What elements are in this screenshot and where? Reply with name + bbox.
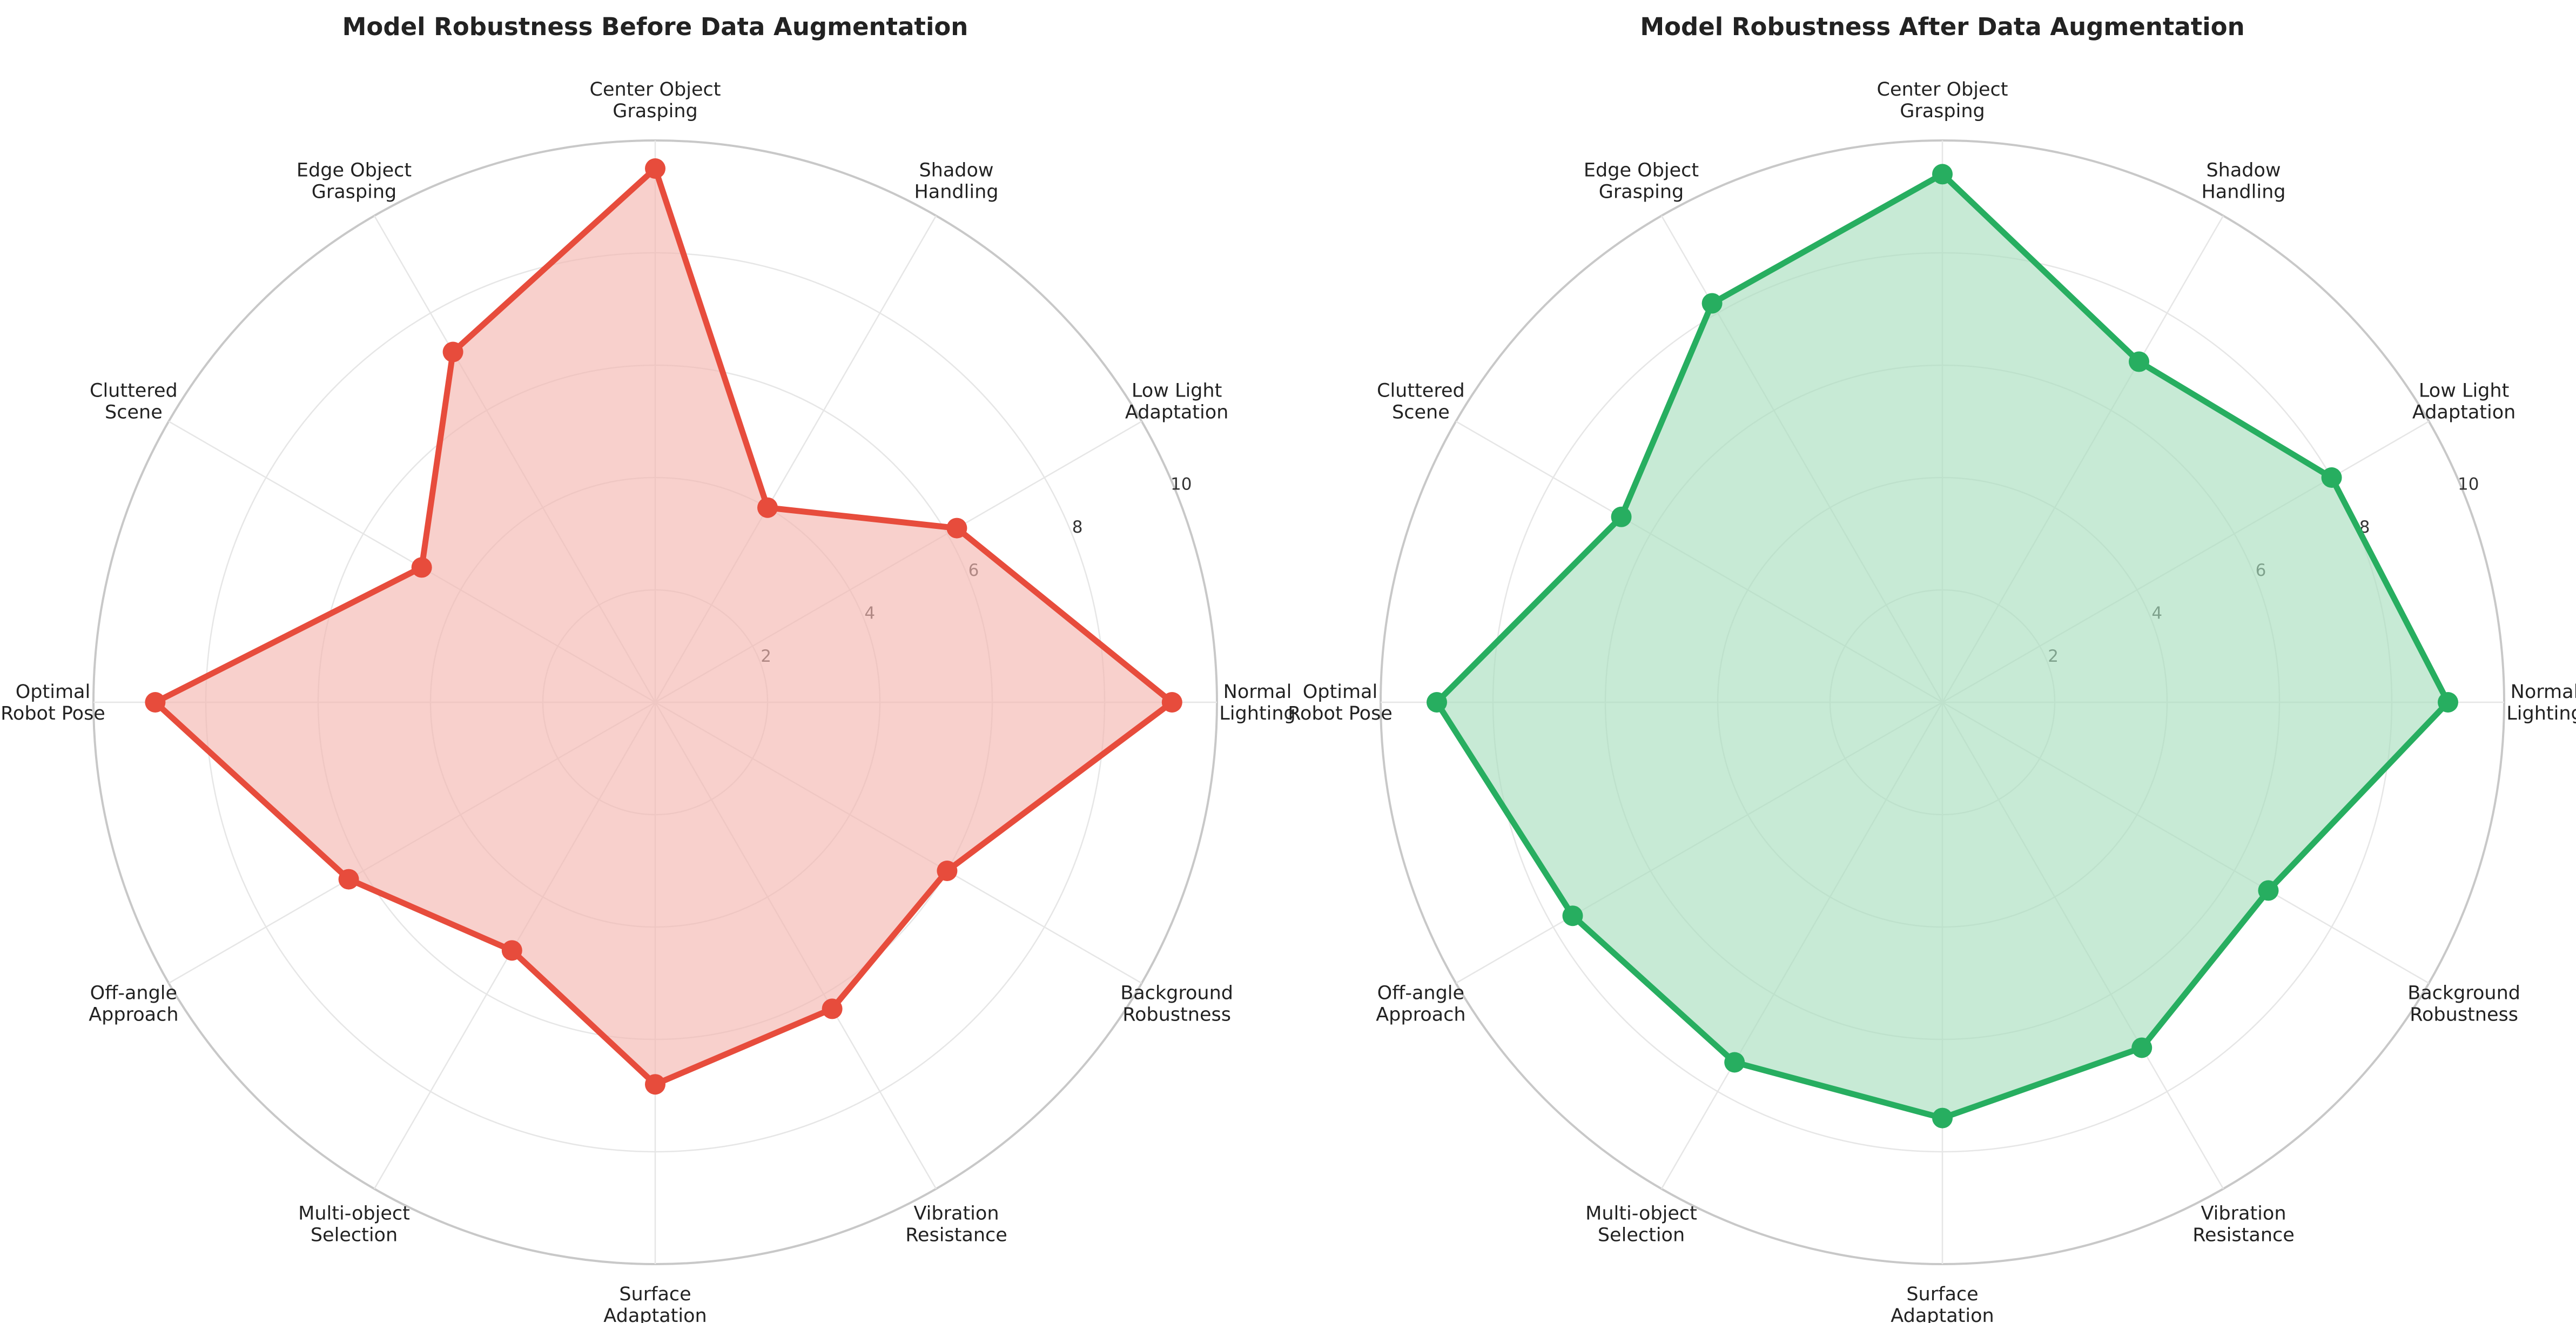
data-point xyxy=(1724,1052,1745,1073)
radar-chart-before: Model Robustness Before Data Augmentatio… xyxy=(1,12,1296,1323)
category-label: Vibration Resistance xyxy=(2192,1203,2295,1246)
category-label: Surface Adaptation xyxy=(603,1284,707,1323)
category-label: Center Object Grasping xyxy=(590,79,721,122)
category-label: Edge Object Grasping xyxy=(1584,159,1699,203)
category-label: Multi-object Selection xyxy=(1585,1203,1697,1246)
data-point xyxy=(1701,293,1723,314)
data-point xyxy=(1611,506,1632,527)
category-label: Normal Lighting xyxy=(2506,681,2576,724)
r-tick-label: 10 xyxy=(2458,475,2479,494)
data-point xyxy=(1932,1107,1953,1129)
data-point xyxy=(2258,880,2279,901)
category-label: Background Robustness xyxy=(1120,983,1233,1026)
category-label: Cluttered Scene xyxy=(90,380,178,424)
r-tick-label: 10 xyxy=(1171,475,1192,494)
category-label: Off-angle Approach xyxy=(1376,983,1465,1026)
data-point xyxy=(411,557,432,578)
data-point xyxy=(645,1074,665,1095)
category-label: Low Light Adaptation xyxy=(1125,380,1228,424)
category-label: Center Object Grasping xyxy=(1877,79,2008,122)
chart-title-before: Model Robustness Before Data Augmentatio… xyxy=(342,12,968,41)
data-point xyxy=(937,861,958,881)
data-point xyxy=(757,497,778,518)
radar-chart-after: Model Robustness After Data Augmentation… xyxy=(1288,12,2576,1323)
data-point xyxy=(645,158,665,179)
data-point xyxy=(822,998,843,1019)
data-point xyxy=(1562,905,1583,926)
category-label: Vibration Resistance xyxy=(905,1203,1007,1246)
data-point xyxy=(2321,467,2342,488)
data-point xyxy=(145,692,166,713)
r-tick-label: 8 xyxy=(1072,518,1083,537)
category-label: Off-angle Approach xyxy=(89,983,178,1026)
category-label: Multi-object Selection xyxy=(298,1203,410,1246)
category-label: Normal Lighting xyxy=(1219,681,1295,724)
category-label: Shadow Handling xyxy=(914,159,998,203)
data-point xyxy=(1161,692,1182,713)
data-point xyxy=(2131,1037,2153,1058)
data-point xyxy=(946,518,967,539)
category-label: Edge Object Grasping xyxy=(297,159,412,203)
category-label: Background Robustness xyxy=(2407,983,2520,1026)
data-point xyxy=(2438,692,2458,713)
category-label: Cluttered Scene xyxy=(1377,380,1465,424)
series-area xyxy=(1434,171,2451,1121)
series-area xyxy=(152,165,1175,1087)
data-point xyxy=(1932,164,1953,185)
data-point xyxy=(1427,692,1447,713)
data-point xyxy=(442,341,463,362)
category-label: Shadow Handling xyxy=(2201,159,2285,203)
data-point xyxy=(501,940,522,961)
data-point xyxy=(338,869,359,890)
data-point xyxy=(2129,351,2149,372)
category-label: Optimal Robot Pose xyxy=(1,681,105,724)
chart-title-after: Model Robustness After Data Augmentation xyxy=(1640,12,2244,41)
category-label: Surface Adaptation xyxy=(1891,1284,1994,1323)
category-label: Optimal Robot Pose xyxy=(1288,681,1393,724)
category-label: Low Light Adaptation xyxy=(2412,380,2516,424)
